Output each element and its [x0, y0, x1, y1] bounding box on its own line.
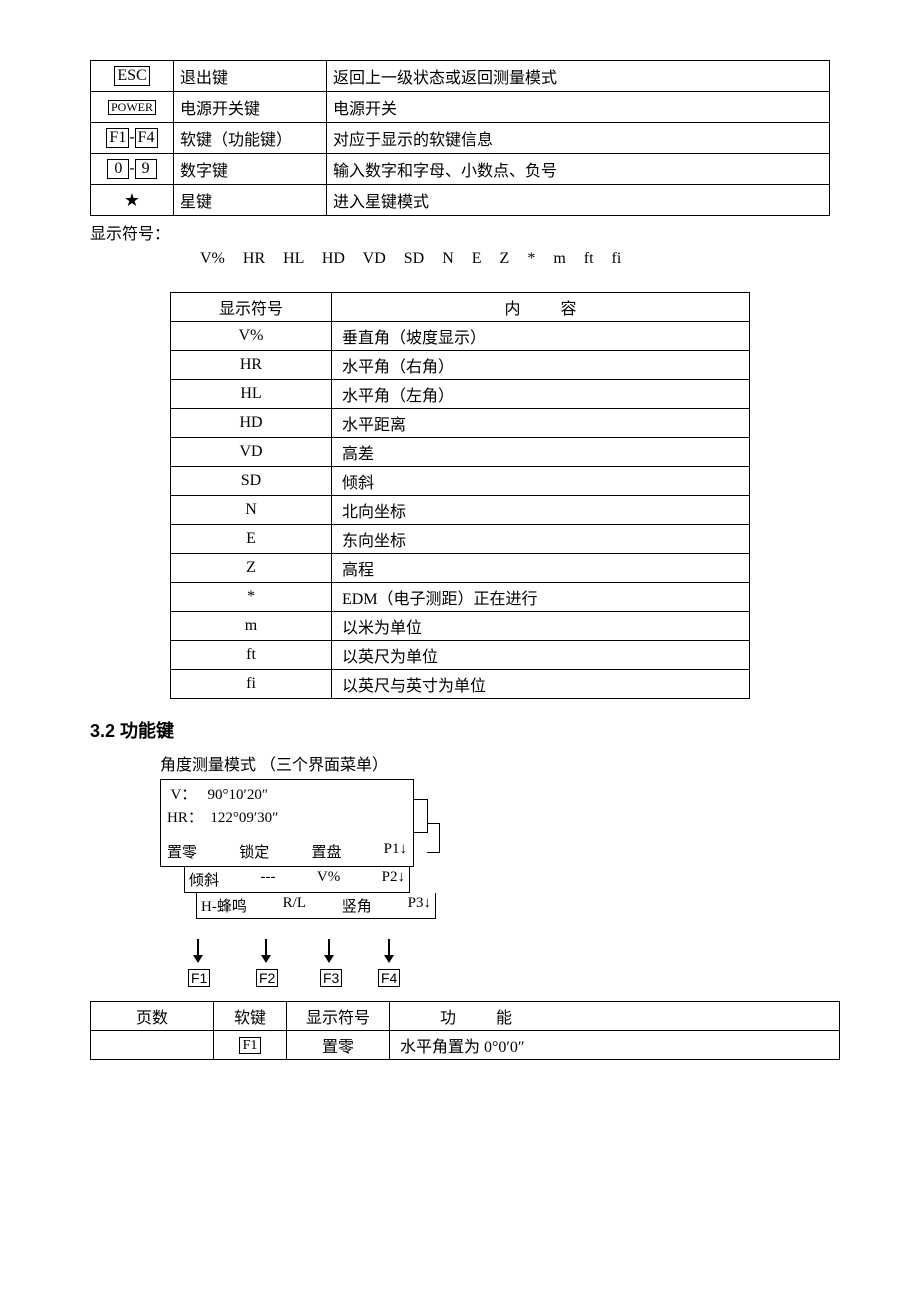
key-desc: 进入星键模式: [327, 185, 830, 216]
fkey-label: F4: [378, 969, 400, 987]
sym-desc: 高程: [332, 554, 750, 583]
sym-desc: 高差: [332, 438, 750, 467]
sym-cell: SD: [171, 467, 332, 496]
sym-cell: m: [171, 612, 332, 641]
sym-cell: V%: [171, 322, 332, 351]
key-name: 软键（功能键）: [174, 123, 327, 154]
key-cell: POWER: [91, 92, 174, 123]
fkey-label: F1: [188, 969, 210, 987]
softkey-label: 置零: [167, 841, 197, 862]
t2-h2: 内容: [332, 293, 750, 322]
softkey-label: ---: [260, 869, 275, 890]
key-desc: 电源开关: [327, 92, 830, 123]
key-def-table: ESC 退出键 返回上一级状态或返回测量模式 POWER 电源开关键 电源开关 F1…: [90, 60, 830, 216]
arrow-down-icon: [197, 939, 199, 957]
symbol-label: 显示符号：: [90, 220, 840, 244]
section-heading: 3.2 功能键: [90, 717, 840, 743]
key-name: 数字键: [174, 154, 327, 185]
sym-cell: Z: [171, 554, 332, 583]
sym-desc: 北向坐标: [332, 496, 750, 525]
fkey-label: F3: [320, 969, 342, 987]
subtitle: 角度测量模式 （三个界面菜单）: [160, 751, 840, 775]
sym-cell: 置零: [287, 1031, 390, 1060]
fkey-label: F2: [256, 969, 278, 987]
func-cell: 水平角置为 0°0′0″: [390, 1031, 840, 1060]
softkey-label: 置盘: [311, 841, 341, 862]
sym-cell: HL: [171, 380, 332, 409]
sym-cell: ft: [171, 641, 332, 670]
t3-h4: 功能: [390, 1002, 840, 1031]
key-cell: ESC: [91, 61, 174, 92]
lcd-line-v: V： 90°10′20″: [167, 784, 407, 807]
t3-h1: 页数: [91, 1002, 214, 1031]
key-name: 电源开关键: [174, 92, 327, 123]
key-name: 星键: [174, 185, 327, 216]
t2-h1: 显示符号: [171, 293, 332, 322]
softkey-label: V%: [317, 869, 340, 890]
sym-desc: 倾斜: [332, 467, 750, 496]
key-desc: 对应于显示的软键信息: [327, 123, 830, 154]
key-cell: 0 - 9: [91, 154, 174, 185]
t3-h3: 显示符号: [287, 1002, 390, 1031]
page-cell: [91, 1031, 214, 1060]
sym-desc: 以米为单位: [332, 612, 750, 641]
key-cell: ★: [91, 185, 174, 216]
softkey-label: 锁定: [239, 841, 269, 862]
key-cell: F1-F4: [91, 123, 174, 154]
fkey-row: F1 F2 F3 F4: [160, 939, 440, 995]
softkey-label: 竖角: [342, 895, 372, 916]
softkey-label: P3↓: [408, 895, 431, 916]
sym-cell: fi: [171, 670, 332, 699]
key-desc: 输入数字和字母、小数点、负号: [327, 154, 830, 185]
softkey-label: 倾斜: [189, 869, 219, 890]
softkey-label: P1↓: [384, 841, 407, 862]
symbol-row: V% HR HL HD VD SD N E Z * m ft fi: [200, 250, 840, 268]
sym-desc: 以英尺与英寸为单位: [332, 670, 750, 699]
key-name: 退出键: [174, 61, 327, 92]
softkey-label: P2↓: [382, 869, 405, 890]
sym-desc: EDM（电子测距）正在进行: [332, 583, 750, 612]
sym-cell: *: [171, 583, 332, 612]
sym-desc: 以英尺为单位: [332, 641, 750, 670]
sym-desc: 水平距离: [332, 409, 750, 438]
softkey-cell: F1: [214, 1031, 287, 1060]
softkey-label: R/L: [283, 895, 306, 916]
sym-cell: E: [171, 525, 332, 554]
sym-desc: 水平角（右角）: [332, 351, 750, 380]
arrow-down-icon: [328, 939, 330, 957]
key-desc: 返回上一级状态或返回测量模式: [327, 61, 830, 92]
lcd-diagram: V： 90°10′20″ HR： 122°09′30″ 置零 锁定 置盘 P1↓ 倾斜…: [160, 779, 460, 919]
arrow-down-icon: [265, 939, 267, 957]
lcd-line-hr: HR： 122°09′30″: [167, 807, 407, 830]
sym-cell: VD: [171, 438, 332, 467]
sym-cell: HD: [171, 409, 332, 438]
sym-desc: 垂直角（坡度显示）: [332, 322, 750, 351]
display-symbol-table: 显示符号 内容 V% 垂直角（坡度显示）HR 水平角（右角）HL 水平角（左角）…: [170, 292, 750, 699]
arrow-down-icon: [388, 939, 390, 957]
sym-cell: HR: [171, 351, 332, 380]
t3-h2: 软键: [214, 1002, 287, 1031]
sym-desc: 东向坐标: [332, 525, 750, 554]
softkey-label: H-蜂鸣: [201, 895, 247, 916]
sym-cell: N: [171, 496, 332, 525]
function-table: 页数 软键 显示符号 功能 F1 置零 水平角置为 0°0′0″: [90, 1001, 840, 1060]
sym-desc: 水平角（左角）: [332, 380, 750, 409]
